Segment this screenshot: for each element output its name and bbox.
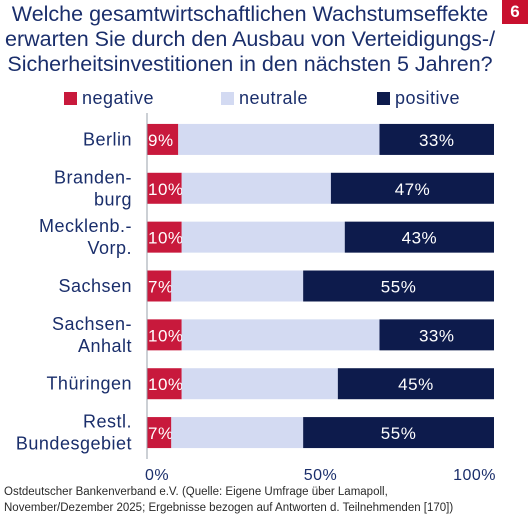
- bar-negative-0: [147, 123, 179, 155]
- bar-neutrale-2: [181, 221, 345, 253]
- legend-swatch-negative: [64, 91, 77, 105]
- category-label-1-0: Branden-: [54, 167, 132, 187]
- legend-swatch-positive: [377, 91, 390, 105]
- bar-neutrale-3: [171, 270, 304, 302]
- category-label-2-0: Mecklenb.-: [39, 216, 132, 236]
- bar-neutrale-6: [171, 417, 304, 449]
- bar-negative-6: [147, 417, 172, 449]
- bar-negative-1: [147, 172, 182, 204]
- title-line-2: erwarten Sie durch den Ausbau von Vertei…: [5, 27, 496, 51]
- title-line-1: Welche gesamtwirtschaftlichen Wachstumse…: [11, 2, 489, 26]
- bar-positive-1: [330, 172, 494, 204]
- footnote-line-2: November/Dezember 2025; Ergebnisse bezog…: [4, 502, 454, 514]
- data-label-negative-6: 7%: [148, 424, 174, 443]
- chart-title: Welche gesamtwirtschaftlichen Wachstumse…: [5, 2, 495, 77]
- data-label-positive-0: 33%: [419, 131, 455, 150]
- bar-positive-0: [379, 123, 494, 155]
- bar-neutrale-1: [181, 172, 331, 204]
- bar-negative-2: [147, 221, 182, 253]
- bar-negative-4: [147, 319, 182, 351]
- legend-label-positive: positive: [395, 87, 461, 108]
- category-label-2-1: Vorp.: [87, 238, 132, 258]
- title-line-3: Sicherheitsinvestitionen in den nächsten…: [7, 52, 493, 76]
- bar-positive-4: [379, 319, 494, 351]
- category-label-4-0: Sachsen-: [52, 314, 132, 334]
- bar-positive-5: [337, 368, 494, 400]
- x-tick-label-2: 100%: [453, 467, 496, 484]
- chart-legend: negative neutrale positive: [0, 86, 528, 110]
- data-label-positive-4: 33%: [419, 326, 455, 345]
- bar-negative-5: [147, 368, 182, 400]
- footnote-line-1: Ostdeutscher Bankenverband e.V. (Quelle:…: [4, 486, 388, 498]
- data-label-negative-4: 10%: [148, 326, 184, 345]
- bar-positive-6: [303, 417, 494, 449]
- data-label-negative-2: 10%: [148, 229, 184, 248]
- data-label-negative-5: 10%: [148, 375, 184, 394]
- legend-item-neutral: neutrale: [221, 86, 308, 110]
- legend-label-neutral: neutrale: [239, 87, 309, 108]
- bar-neutrale-5: [181, 368, 338, 400]
- bar-neutrale-0: [178, 123, 380, 155]
- category-label-6-0: Restl.: [83, 412, 132, 432]
- category-label-4-1: Anhalt: [78, 336, 132, 356]
- category-label-1-1: burg: [94, 189, 132, 209]
- category-label-0-0: Berlin: [83, 129, 132, 149]
- data-label-positive-2: 43%: [402, 229, 438, 248]
- category-label-3-0: Sachsen: [58, 276, 132, 296]
- data-label-negative-1: 10%: [148, 180, 184, 199]
- bar-positive-2: [344, 221, 494, 253]
- source-footnote: Ostdeutscher Bankenverband e.V. (Quelle:…: [4, 484, 524, 516]
- bar-neutrale-4: [181, 319, 380, 351]
- category-label-6-1: Bundesgebiet: [16, 434, 132, 454]
- data-label-negative-3: 7%: [148, 278, 174, 297]
- legend-swatch-neutral: [221, 91, 234, 105]
- bar-positive-3: [303, 270, 494, 302]
- legend-label-negative: negative: [82, 87, 155, 108]
- category-label-5-0: Thüringen: [46, 374, 132, 394]
- bar-negative-3: [147, 270, 172, 302]
- legend-item-positive: positive: [377, 86, 460, 110]
- legend-item-negative: negative: [64, 86, 154, 110]
- data-label-positive-1: 47%: [395, 180, 431, 199]
- data-label-negative-0: 9%: [148, 131, 174, 150]
- page-number-badge: 6: [502, 0, 528, 24]
- data-label-positive-5: 45%: [398, 375, 434, 394]
- x-tick-label-0: 0%: [145, 467, 169, 484]
- data-label-positive-3: 55%: [381, 278, 417, 297]
- data-label-positive-6: 55%: [381, 424, 417, 443]
- x-tick-label-1: 50%: [304, 467, 338, 484]
